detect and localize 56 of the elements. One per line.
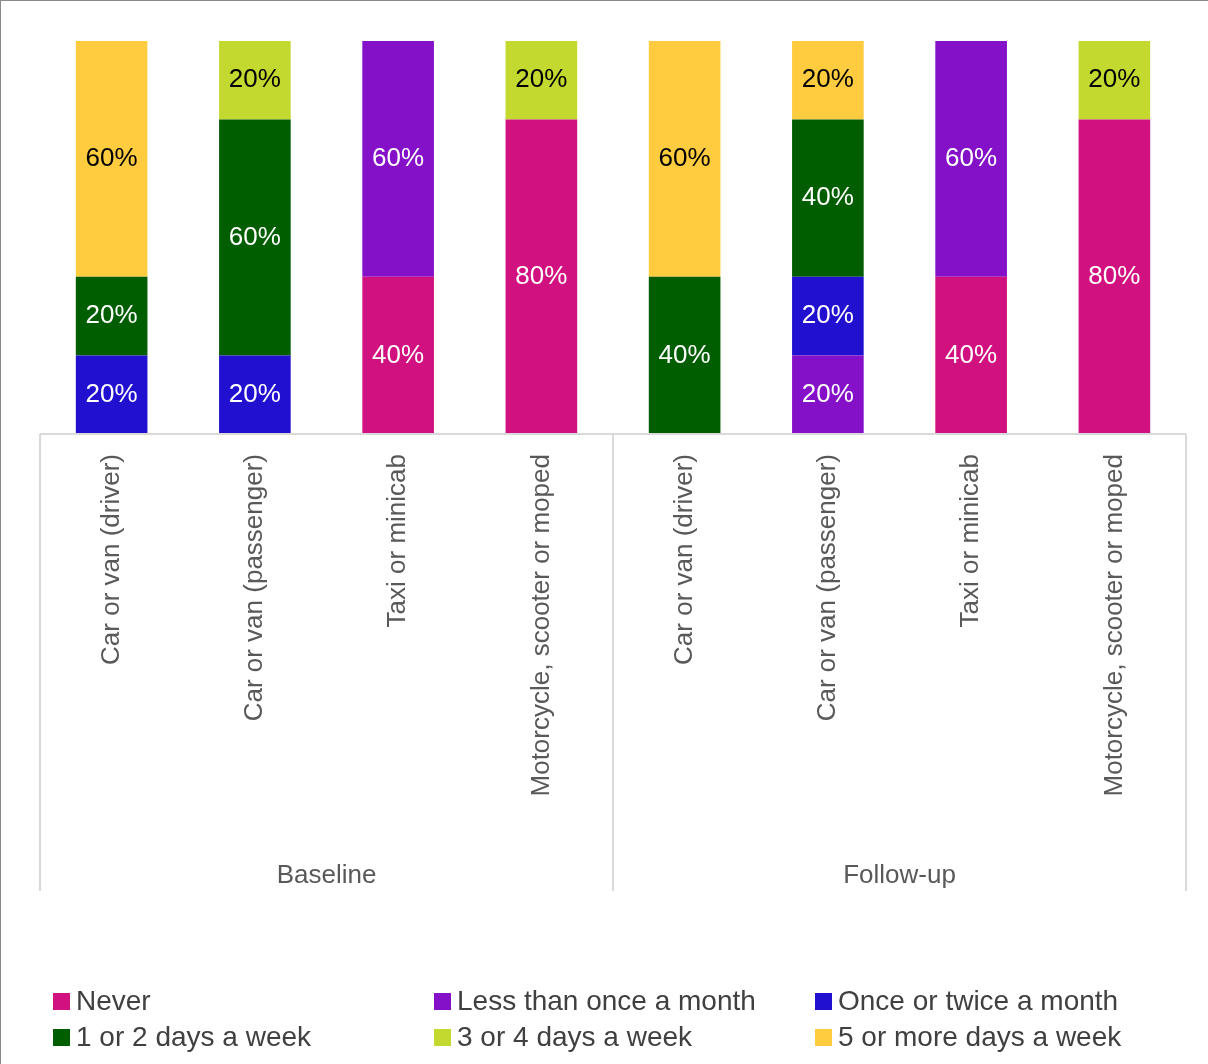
- legend-label: Never: [75, 985, 152, 1017]
- bar: [1078, 119, 1151, 434]
- data-label: 20%: [1088, 63, 1141, 94]
- data-label: 20%: [228, 63, 281, 94]
- bar: [792, 276, 864, 356]
- text: Follow-up: [843, 859, 956, 890]
- data-label: 40%: [658, 338, 711, 369]
- x-tick-label: Motorcycle, scooter or moped: [524, 454, 555, 797]
- x-tick-label: Taxi or minicab: [954, 454, 985, 628]
- bar: [75, 276, 148, 356]
- x-tick-label: Car or van (driver): [667, 454, 698, 665]
- bar: [935, 276, 1007, 434]
- bar: [505, 119, 578, 434]
- data-label: 40%: [372, 338, 425, 369]
- data-label: 80%: [1088, 259, 1141, 290]
- bar: [792, 355, 864, 434]
- data-label: 60%: [228, 220, 281, 251]
- data-label: 80%: [515, 259, 568, 290]
- bar: [505, 41, 578, 120]
- x-tick-label: Car or van (passenger): [811, 454, 842, 722]
- x-tick-label: Motorcycle, scooter or moped: [1097, 454, 1128, 797]
- bar: [1078, 41, 1151, 120]
- bar: [219, 119, 291, 356]
- bar: [648, 276, 721, 434]
- data-label: 20%: [515, 63, 568, 94]
- data-label: 60%: [85, 142, 138, 173]
- data-label: 40%: [945, 338, 998, 369]
- data-label: 60%: [658, 142, 711, 173]
- x-tick-label: Taxi or minicab: [381, 454, 412, 628]
- data-label: 20%: [801, 63, 854, 94]
- bar: [362, 276, 434, 434]
- legend-label: Less than once a month: [456, 985, 757, 1017]
- bar: [75, 41, 148, 277]
- data-label: 20%: [85, 377, 138, 408]
- legend-label: 3 or 4 days a week: [456, 1021, 694, 1053]
- data-label: 20%: [85, 299, 138, 330]
- data-label: 20%: [801, 299, 854, 330]
- data-label: 20%: [228, 377, 281, 408]
- bar: [75, 355, 148, 434]
- bar: [648, 41, 721, 277]
- x-tick-label: Car or van (passenger): [238, 454, 269, 722]
- x-tick-label: Car or van (driver): [94, 454, 125, 665]
- data-label: 40%: [801, 181, 854, 212]
- bar: [362, 41, 434, 277]
- bar: [935, 41, 1007, 277]
- bar: [792, 119, 864, 277]
- bar: [219, 355, 291, 434]
- bar: [219, 41, 291, 120]
- text: Baseline: [276, 859, 377, 890]
- bar: [792, 41, 864, 120]
- legend-label: 1 or 2 days a week: [75, 1021, 313, 1053]
- data-label: 20%: [801, 377, 854, 408]
- legend-label: Once or twice a month: [837, 985, 1120, 1017]
- data-label: 60%: [372, 142, 425, 173]
- legend-label: 5 or more days a week: [837, 1021, 1123, 1053]
- data-label: 60%: [945, 142, 998, 173]
